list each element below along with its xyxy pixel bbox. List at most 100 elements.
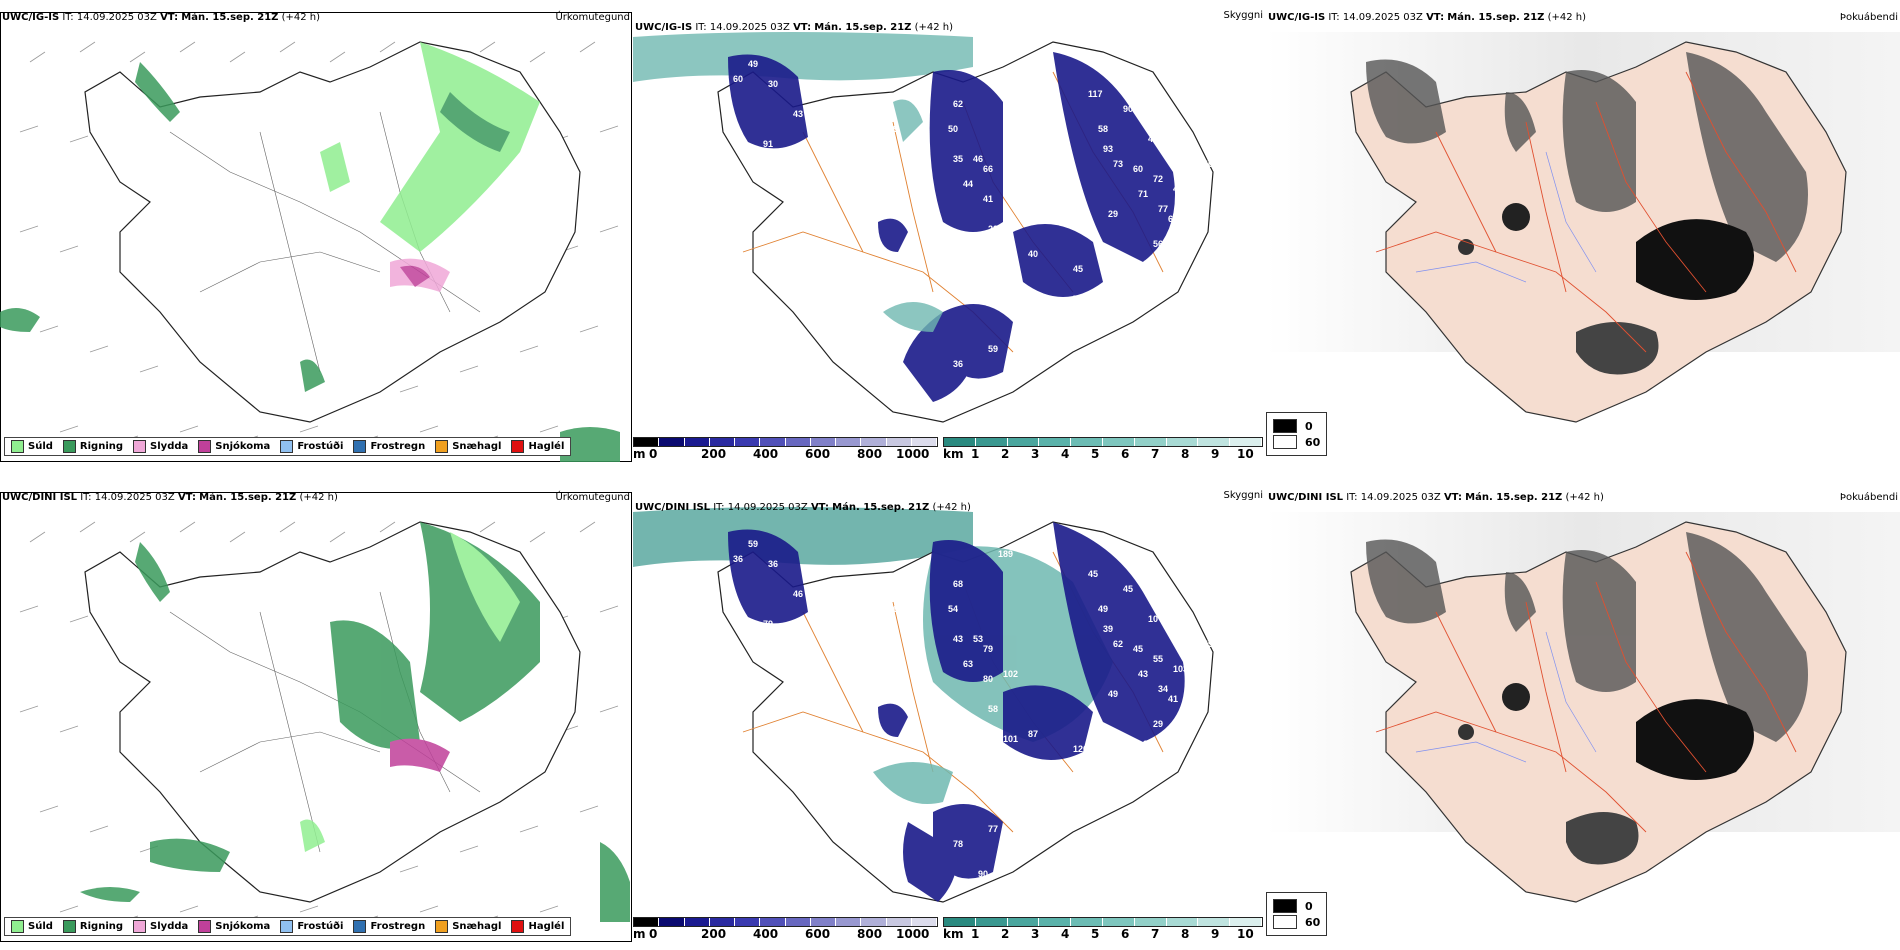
fog-label-row2: Þokuábendi [1839, 492, 1898, 503]
legend-swatch [435, 440, 449, 453]
legend-swatch [511, 440, 525, 453]
it-value: 14.09.2025 03Z [1360, 492, 1441, 503]
legend-label: Frostregn [370, 921, 426, 932]
visibility-value-label: 66 [1183, 649, 1193, 659]
colorbar-tick: 600 [805, 447, 831, 461]
visibility-colorbar-row1: km 1 2 3 4 5 6 7 8 9 10 [943, 437, 1263, 461]
precip-panel-row2: UWC/DINI ISL IT: 14.09.2025 03Z VT: Mán.… [0, 492, 632, 942]
visibility-value-label: 25 [978, 389, 988, 399]
colorbar-tick: 1 [971, 447, 980, 461]
colorbar-tick: 6 [1121, 447, 1130, 461]
colorbar-tick: 7 [1151, 447, 1160, 461]
visibility-value-label: 45 [1123, 584, 1133, 594]
fog-map-row2 [1266, 512, 1900, 903]
colorbar-ticks: m 0 200 400 600 800 1000 [633, 927, 938, 941]
legend-item: 0 [1273, 419, 1320, 433]
colorbar-strip [943, 917, 1263, 927]
colorbar-tick: 1000 [896, 927, 930, 941]
legend-label: Frostregn [370, 441, 426, 452]
legend-item: Slydda [133, 920, 188, 933]
colorbar-tick: 600 [805, 927, 831, 941]
legend-swatch [133, 920, 147, 933]
visibility-value-label: 55 [1128, 259, 1138, 269]
precip-title-row1: UWC/IG-IS IT: 14.09.2025 03Z VT: Mán. 15… [2, 12, 320, 23]
cloudbase-colorbar-row1: m 0 200 400 600 800 1000 [633, 437, 938, 461]
legend-label: Haglél [528, 921, 565, 932]
visibility-value-label: 63 [963, 659, 973, 669]
it-label: IT: [695, 22, 707, 33]
colorbar-tick: 6 [1121, 927, 1130, 941]
legend-label: Rigning [79, 921, 124, 932]
cloudbase-colorbar-row2: m 0 200 400 600 800 1000 [633, 917, 938, 941]
it-label: IT: [713, 502, 725, 513]
vt-label: VT: [810, 502, 829, 513]
visibility-value-label: 72 [1073, 294, 1083, 304]
visibility-value-label: 43 [793, 109, 803, 119]
visibility-value-label: 30 [768, 79, 778, 89]
legend-swatch [435, 920, 449, 933]
visibility-label-row2: Skyggni [1223, 490, 1263, 501]
vt-label: VT: [1443, 492, 1462, 503]
legend-label: Snæhagl [452, 441, 502, 452]
colorbar-tick: 8 [1181, 927, 1190, 941]
visibility-value-label: 34 [1158, 684, 1168, 694]
colorbar-unit: km [943, 447, 964, 461]
visibility-value-label: 77 [1158, 204, 1168, 214]
legend-item: Frostregn [353, 920, 425, 933]
fog-map-row1 [1266, 32, 1900, 423]
legend-item: 60 [1273, 915, 1320, 929]
legend-swatch [11, 920, 24, 933]
legend-item: Rigning [62, 440, 123, 453]
visibility-label-row1: Skyggni [1223, 10, 1263, 21]
visibility-value-label: 93 [1103, 144, 1113, 154]
visibility-panel-row2: 59 36 36 46 46 79 111 46 68 54 43 53 63 79 80 102 58 183 1… [633, 490, 1265, 942]
visibility-value-label: 36 [1128, 739, 1138, 749]
legend-item: Rigning [62, 920, 124, 933]
visibility-value-label: 44 [963, 179, 973, 189]
visibility-value-label: 48 [1173, 184, 1183, 194]
legend-item: Súld [11, 920, 53, 933]
visibility-value-label: 35 [953, 154, 963, 164]
colorbar-ticks: m 0 200 400 600 800 1000 [633, 447, 938, 461]
it-value: 14.09.2025 03Z [709, 22, 790, 33]
visibility-value-label: 49 [1108, 689, 1118, 699]
colorbar-tick: 2 [1001, 927, 1010, 941]
visibility-value-label: 41 [983, 194, 993, 204]
it-value: 14.09.2025 03Z [727, 502, 808, 513]
precip-label-row1: Úrkomutegund [555, 12, 630, 23]
colorbar-strip [943, 437, 1263, 447]
legend-item: Frostúði [280, 440, 343, 453]
legend-label: Snjókoma [215, 441, 271, 452]
colorbar-ticks: km 1 2 3 4 5 6 7 8 9 10 [943, 447, 1263, 461]
precip-map-row1 [0, 12, 632, 462]
visibility-value-label: 56 [1153, 239, 1163, 249]
visibility-value-label: 78 [1003, 254, 1013, 264]
it-value: 14.09.2025 03Z [76, 12, 157, 23]
fog-title-row1: UWC/IG-IS IT: 14.09.2025 03Z VT: Mán. 15… [1268, 12, 1586, 23]
vt-value: Mán. 15.sep. 21Z [181, 12, 279, 23]
visibility-value-label: 83 [1073, 774, 1083, 784]
visibility-map-row1: 49 60 30 39 43 91 60 39 62 50 35 46 44 66 41 115 224 48 78… [633, 12, 1265, 432]
visibility-value-label: 183 [958, 724, 973, 734]
colorbar-unit: m [633, 447, 646, 461]
colorbar-tick: 9 [1211, 927, 1220, 941]
lead-time: (+42 h) [299, 492, 338, 503]
precip-panel-row1: UWC/IG-IS IT: 14.09.2025 03Z VT: Mán. 15… [0, 12, 632, 462]
vt-label: VT: [177, 492, 196, 503]
legend-item: Snjókoma [198, 440, 270, 453]
visibility-labels-row1: 49 60 30 39 43 91 60 39 62 50 35 46 44 66 41 115 224 48 78… [723, 59, 1213, 399]
visibility-value-label: 54 [1183, 169, 1193, 179]
visibility-value-label: 78 [953, 839, 963, 849]
model-name: UWC/IG-IS [1268, 12, 1326, 23]
legend-swatch [11, 440, 24, 453]
visibility-value-label: 45 [1073, 264, 1083, 274]
legend-swatch [280, 440, 294, 453]
visibility-value-label: 66 [983, 164, 993, 174]
colorbar-tick: 2 [1001, 447, 1010, 461]
it-value: 14.09.2025 03Z [1342, 12, 1423, 23]
colorbar-unit: km [943, 927, 964, 941]
visibility-value-label: 48 [958, 244, 968, 254]
visibility-value-label: 46 [723, 589, 733, 599]
visibility-value-label: 117 [1088, 89, 1103, 99]
legend-swatch [62, 920, 76, 933]
